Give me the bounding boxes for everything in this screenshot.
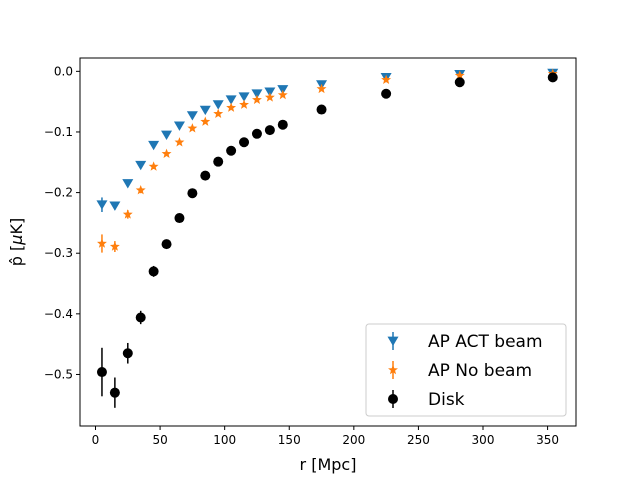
legend-label: AP No beam (428, 361, 532, 381)
legend-marker (387, 336, 399, 346)
data-point (454, 70, 465, 80)
x-tick-label: 300 (472, 433, 495, 447)
y-axis-label: p̂ [μK] (7, 218, 26, 266)
data-point (122, 209, 133, 219)
data-point (277, 119, 288, 130)
legend-marker (388, 394, 398, 404)
data-point (277, 89, 288, 100)
legend-marker (388, 364, 398, 375)
data-point (225, 95, 237, 105)
data-point (161, 130, 173, 140)
data-point (186, 111, 198, 121)
legend-box (365, 323, 567, 417)
data-point (96, 367, 107, 378)
data-point (213, 156, 224, 167)
series-disk (96, 72, 558, 408)
y-tick-label: −0.3 (44, 246, 73, 260)
data-point (381, 88, 392, 99)
plot-frame (79, 57, 577, 427)
y-axis: 0.0 −0.1 −0.2 −0.3 −0.4 −0.5 (44, 64, 80, 381)
x-tick-label: 150 (278, 433, 301, 447)
data-point (187, 123, 198, 133)
data-point (212, 100, 224, 110)
data-point (97, 238, 107, 248)
y-axis-label-suffix: K] (7, 218, 26, 235)
y-axis-label-prefix: p̂ [ (7, 245, 26, 266)
data-point (200, 170, 211, 181)
x-tick-label: 250 (407, 433, 430, 447)
legend-label: Disk (428, 390, 465, 410)
y-axis-label-mu: μ (7, 235, 26, 246)
data-point (161, 239, 172, 250)
legend: AP ACT beam AP No beam Disk (365, 323, 567, 417)
data-point (173, 121, 185, 131)
data-point (174, 137, 185, 147)
data-point (148, 140, 160, 151)
data-point (238, 92, 250, 102)
data-point (135, 312, 146, 323)
data-point (148, 161, 159, 171)
data-point (316, 104, 327, 115)
data-point (148, 266, 159, 277)
data-point (187, 188, 198, 199)
data-point (161, 148, 172, 158)
data-point (122, 348, 133, 359)
data-point (264, 125, 275, 136)
data-point (454, 77, 465, 88)
y-tick-label: 0.0 (54, 64, 73, 78)
data-point (213, 108, 224, 118)
data-point (252, 94, 262, 105)
y-tick-label: −0.4 (44, 307, 73, 321)
data-point (381, 74, 392, 85)
x-tick-label: 50 (152, 433, 167, 447)
data-point (200, 116, 211, 126)
x-axis-label: r [Mpc] (300, 455, 357, 474)
data-point (264, 92, 275, 102)
data-point (199, 105, 211, 116)
y-tick-label: −0.5 (44, 367, 73, 381)
data-point (226, 102, 237, 112)
x-tick-label: 200 (342, 433, 365, 447)
legend-label: AP ACT beam (428, 332, 543, 352)
data-point (109, 387, 120, 398)
series-ap-act-beam (96, 68, 559, 212)
data-point (239, 99, 249, 109)
data-point (96, 200, 108, 210)
data-point (174, 213, 185, 224)
data-point (135, 160, 147, 171)
x-axis: 0 50 100 150 200 250 300 350 (92, 426, 559, 447)
y-tick-label: −0.1 (44, 125, 73, 139)
series-ap-no-beam (97, 68, 558, 253)
data-point (251, 89, 263, 99)
y-tick-label: −0.2 (44, 186, 73, 200)
data-point (109, 241, 120, 251)
data-point (316, 83, 327, 94)
data-point (226, 145, 237, 156)
data-point (239, 137, 250, 148)
x-tick-label: 350 (536, 433, 559, 447)
data-point (135, 184, 146, 195)
data-point (547, 72, 558, 83)
x-tick-label: 0 (92, 433, 100, 447)
data-point (251, 128, 262, 139)
x-tick-label: 100 (213, 433, 236, 447)
data-point (122, 179, 134, 189)
data-point (109, 201, 121, 211)
chart-marks (96, 68, 559, 408)
